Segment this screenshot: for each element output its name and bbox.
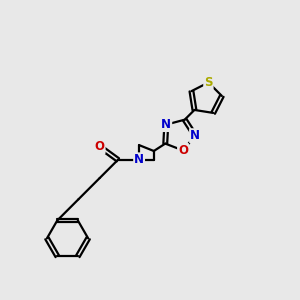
Text: O: O: [95, 140, 105, 153]
Text: N: N: [134, 153, 144, 166]
Text: N: N: [161, 118, 171, 131]
Text: O: O: [178, 144, 188, 157]
Text: S: S: [204, 76, 213, 89]
Text: N: N: [190, 129, 200, 142]
